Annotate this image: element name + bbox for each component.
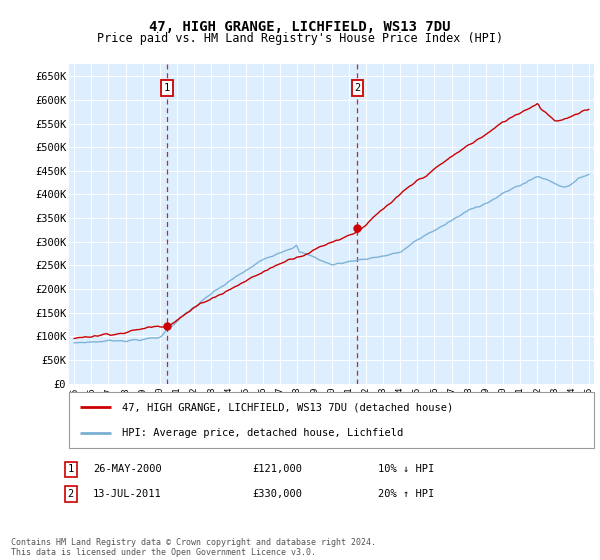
Text: 2: 2 xyxy=(68,489,74,499)
Text: 1: 1 xyxy=(164,83,170,93)
Text: 20% ↑ HPI: 20% ↑ HPI xyxy=(378,489,434,499)
Text: 1: 1 xyxy=(68,464,74,474)
Text: HPI: Average price, detached house, Lichfield: HPI: Average price, detached house, Lich… xyxy=(121,428,403,438)
Text: £330,000: £330,000 xyxy=(252,489,302,499)
Text: 47, HIGH GRANGE, LICHFIELD, WS13 7DU: 47, HIGH GRANGE, LICHFIELD, WS13 7DU xyxy=(149,20,451,34)
Text: Price paid vs. HM Land Registry's House Price Index (HPI): Price paid vs. HM Land Registry's House … xyxy=(97,32,503,45)
Text: Contains HM Land Registry data © Crown copyright and database right 2024.
This d: Contains HM Land Registry data © Crown c… xyxy=(11,538,376,557)
Text: 13-JUL-2011: 13-JUL-2011 xyxy=(93,489,162,499)
Text: 47, HIGH GRANGE, LICHFIELD, WS13 7DU (detached house): 47, HIGH GRANGE, LICHFIELD, WS13 7DU (de… xyxy=(121,402,453,412)
Text: 10% ↓ HPI: 10% ↓ HPI xyxy=(378,464,434,474)
Text: 2: 2 xyxy=(354,83,361,93)
Text: 26-MAY-2000: 26-MAY-2000 xyxy=(93,464,162,474)
Text: £121,000: £121,000 xyxy=(252,464,302,474)
FancyBboxPatch shape xyxy=(69,392,594,448)
